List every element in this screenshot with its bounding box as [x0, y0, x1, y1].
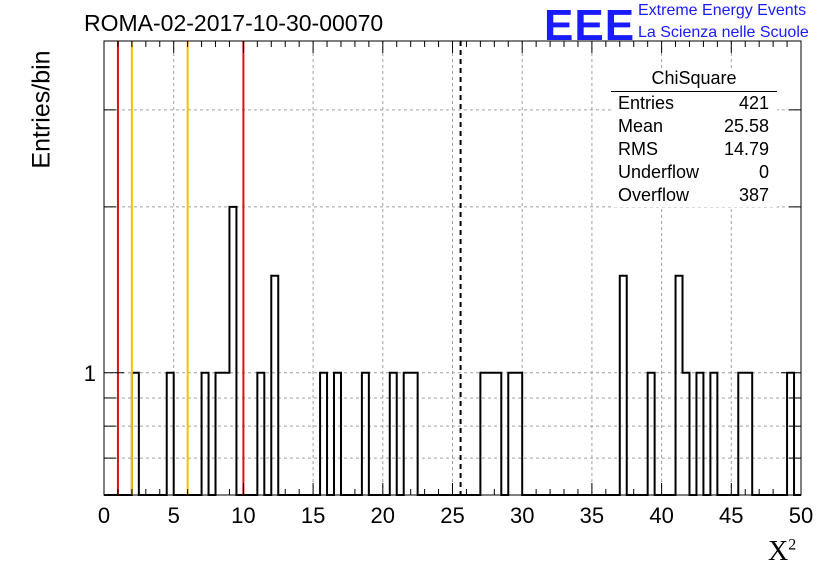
x-tick-label: 50	[789, 503, 813, 528]
logo-subtitle-2: La Scienza nelle Scuole	[638, 24, 809, 41]
stats-row-underflow: Underflow 0	[611, 161, 777, 184]
histogram-bin	[362, 373, 369, 495]
x-tick-label: 40	[649, 503, 673, 528]
y-tick-label: 1	[84, 361, 96, 386]
histogram-bin	[132, 373, 139, 495]
x-tick-label: 45	[719, 503, 743, 528]
histogram-bin	[222, 373, 229, 495]
histogram-bin	[257, 373, 264, 495]
histogram-bin	[271, 276, 278, 495]
x-tick-label: 0	[98, 503, 110, 528]
histogram-bin	[320, 373, 327, 495]
histogram-bin	[676, 276, 683, 495]
x-axis-label: X2	[768, 536, 796, 568]
histogram-bin	[696, 373, 703, 495]
stats-row-rms: RMS 14.79	[611, 138, 777, 161]
histogram-bin	[648, 373, 655, 495]
stats-value: 387	[738, 185, 769, 205]
x-axis-label-text: X	[768, 536, 789, 567]
stats-value: 14.79	[723, 139, 769, 159]
stats-row-entries: Entries 421	[611, 92, 777, 115]
chart-title: ROMA-02-2017-10-30-00070	[84, 10, 384, 36]
stats-row-overflow: Overflow 387	[611, 184, 777, 207]
stats-value: 0	[758, 162, 769, 182]
stats-title: ChiSquare	[611, 68, 777, 92]
histogram-bin	[710, 373, 717, 495]
x-tick-label: 25	[440, 503, 464, 528]
histogram-bin	[480, 373, 487, 495]
logo-subtitle-1: Extreme Energy Events	[638, 2, 807, 19]
histogram-bin	[745, 373, 752, 495]
x-tick-label: 10	[231, 503, 255, 528]
histogram-bin	[390, 373, 397, 495]
histogram-bin	[620, 276, 627, 495]
stats-box: ChiSquare Entries 421 Mean 25.58 RMS 14.…	[611, 68, 777, 207]
histogram-bin	[411, 373, 418, 495]
x-tick-label: 20	[371, 503, 395, 528]
stats-value: 421	[738, 93, 769, 113]
stats-label: Mean	[618, 116, 664, 136]
histogram-bin	[683, 373, 690, 495]
x-tick-label: 35	[580, 503, 604, 528]
x-tick-label: 30	[510, 503, 534, 528]
histogram-bin	[334, 373, 341, 495]
stats-row-mean: Mean 25.58	[611, 115, 777, 138]
stats-label: Underflow	[618, 162, 700, 182]
y-axis-label: Entries/bin	[27, 50, 56, 169]
histogram-bin	[229, 207, 236, 495]
histogram-bin	[738, 373, 745, 495]
histogram-bin	[508, 373, 515, 495]
x-tick-label: 15	[301, 503, 325, 528]
histogram-bin	[404, 373, 411, 495]
stats-value: 25.58	[723, 116, 769, 136]
histogram-bin	[487, 373, 494, 495]
stats-label: RMS	[618, 139, 658, 159]
x-axis-label-superscript: 2	[788, 536, 797, 554]
histogram-bin	[787, 373, 794, 495]
histogram-bin	[515, 373, 522, 495]
stats-label: Entries	[618, 93, 675, 113]
histogram-bin	[167, 373, 174, 495]
histogram-bin	[494, 373, 501, 495]
eee-logo: EEE	[544, 1, 636, 50]
stats-label: Overflow	[618, 185, 690, 205]
histogram-bin	[202, 373, 209, 495]
x-tick-label: 5	[168, 503, 180, 528]
histogram-bin	[216, 373, 223, 495]
